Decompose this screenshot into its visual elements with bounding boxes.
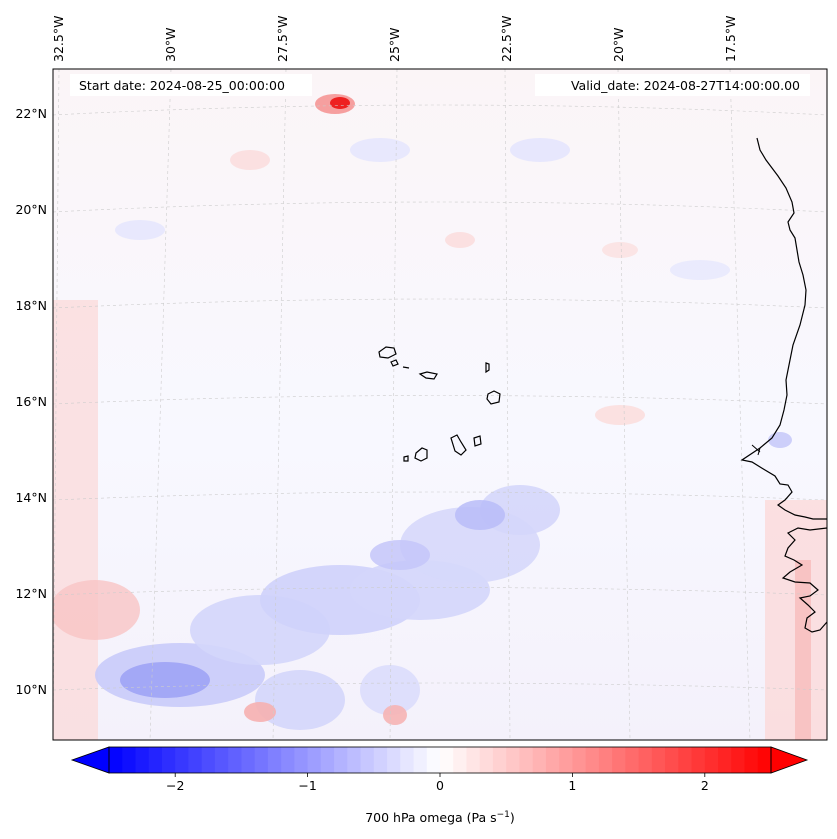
colorbar-segment — [135, 747, 150, 773]
lon-tick-label: 30°W — [163, 27, 178, 62]
lat-tick-label: 14°N — [15, 490, 47, 505]
colorbar-extend-max — [770, 746, 809, 774]
colorbar-segment — [665, 747, 679, 773]
colorbar-tick-label: 1 — [568, 778, 576, 793]
colorbar-segment — [466, 747, 481, 773]
colorbar-segment — [757, 747, 772, 773]
colorbar-segment — [559, 747, 573, 773]
lat-tick-label: 10°N — [15, 682, 47, 697]
colorbar-segment — [744, 747, 759, 773]
colorbar-segment — [373, 747, 388, 773]
colorbar-extend-min — [70, 746, 110, 774]
colorbar-segment — [519, 747, 534, 773]
colorbar-segment — [479, 747, 494, 773]
omega-positive-patches — [230, 94, 645, 725]
lon-tick-label: 20°W — [611, 27, 626, 62]
graticule — [53, 69, 827, 740]
lat-tick-label: 18°N — [15, 298, 47, 313]
colorbar-segment — [651, 747, 666, 773]
colorbar-segment — [492, 747, 507, 773]
colorbar-segment — [506, 747, 521, 773]
colorbar-tick-label: −2 — [166, 778, 184, 793]
colorbar-tick-label: 2 — [701, 778, 709, 793]
africa-coastline — [740, 137, 827, 633]
cape-verde-islands — [378, 346, 501, 462]
colorbar-segment — [625, 747, 640, 773]
colorbar-segment — [532, 747, 547, 773]
colorbar-segment — [214, 747, 229, 773]
colorbar-segment — [241, 747, 256, 773]
colorbar-label: 700 hPa omega (Pa s−1) — [365, 810, 515, 825]
colorbar-segment — [598, 747, 613, 773]
colorbar-segment — [413, 747, 428, 773]
colorbar-tick-label: 0 — [436, 778, 444, 793]
valid-date-box — [535, 74, 810, 96]
colorbar-segment — [307, 747, 322, 773]
omega-positive-patch-west — [53, 580, 140, 640]
omega-field-background — [53, 69, 827, 740]
valid-date-label: Valid_date: 2024-08-27T14:00:00.00 — [571, 78, 800, 93]
latitude-tick-labels: 22°N 20°N 18°N 16°N 14°N 12°N 10°N — [15, 106, 47, 697]
colorbar-segment — [334, 747, 348, 773]
colorbar-segment — [638, 747, 653, 773]
colorbar-segment — [320, 747, 335, 773]
omega-negative-band — [95, 485, 560, 730]
colorbar-segment — [440, 747, 454, 773]
lon-tick-label: 22.5°W — [499, 16, 514, 62]
colorbar-segment — [294, 747, 309, 773]
lon-tick-label: 25°W — [387, 27, 402, 62]
start-date-label: Start date: 2024-08-25_00:00:00 — [79, 78, 285, 93]
colorbar-segment — [704, 747, 719, 773]
colorbar-segment — [426, 747, 441, 773]
colorbar-segment — [267, 747, 282, 773]
colorbar-segment — [691, 747, 706, 773]
colorbar-segment — [281, 747, 295, 773]
map-plot-area — [53, 69, 827, 740]
colorbar-segment — [201, 747, 216, 773]
colorbar-segment — [400, 747, 415, 773]
omega-negative-patches — [115, 138, 792, 448]
lon-tick-label: 32.5°W — [51, 16, 66, 62]
longitude-tick-labels: 32.5°W 30°W 27.5°W 25°W 22.5°W 20°W 17.5°W — [51, 16, 738, 62]
omega-positive-band-west — [53, 300, 98, 740]
lon-tick-label: 17.5°W — [723, 16, 738, 62]
start-date-box — [70, 74, 312, 96]
omega-positive-stripe-east — [795, 560, 811, 740]
coastline-mouth — [751, 444, 761, 456]
colorbar-segment — [453, 747, 468, 773]
colorbar-segment — [161, 747, 176, 773]
lat-tick-label: 22°N — [15, 106, 47, 121]
lon-tick-label: 27.5°W — [275, 16, 290, 62]
colorbar-segment — [360, 747, 375, 773]
colorbar-segment — [254, 747, 269, 773]
colorbar-segment — [122, 747, 137, 773]
colorbar-segment — [387, 747, 401, 773]
lat-tick-label: 20°N — [15, 202, 47, 217]
lat-tick-label: 16°N — [15, 394, 47, 409]
colorbar-segment — [228, 747, 242, 773]
colorbar-segment — [188, 747, 203, 773]
colorbar-segment — [678, 747, 693, 773]
colorbar-segment — [347, 747, 362, 773]
colorbar-tick-label: −1 — [298, 778, 316, 793]
colorbar-segment — [175, 747, 190, 773]
colorbar: −2 −1 0 1 2 — [70, 746, 809, 793]
colorbar-segment — [731, 747, 746, 773]
colorbar-segment — [718, 747, 732, 773]
colorbar-segment — [585, 747, 600, 773]
colorbar-segment — [148, 747, 163, 773]
colorbar-segment — [612, 747, 626, 773]
colorbar-segment — [109, 747, 123, 773]
colorbar-segment — [545, 747, 560, 773]
lat-tick-label: 12°N — [15, 586, 47, 601]
map-frame — [52, 68, 828, 741]
colorbar-segment — [572, 747, 587, 773]
